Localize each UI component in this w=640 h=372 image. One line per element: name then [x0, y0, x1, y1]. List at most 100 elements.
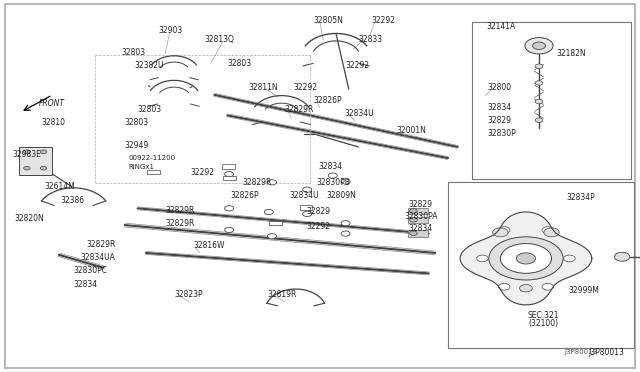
Text: 32829: 32829	[306, 207, 330, 216]
Polygon shape	[460, 212, 592, 305]
Ellipse shape	[500, 244, 552, 273]
Text: 32983E: 32983E	[13, 150, 42, 159]
Ellipse shape	[40, 166, 47, 170]
Text: 32292: 32292	[191, 169, 215, 177]
Ellipse shape	[341, 231, 350, 236]
Text: 32803: 32803	[125, 118, 149, 127]
Text: 32834UA: 32834UA	[80, 253, 115, 262]
Ellipse shape	[264, 209, 273, 215]
Bar	[223, 176, 236, 180]
Text: 32829R: 32829R	[285, 105, 314, 114]
Bar	[408, 217, 428, 223]
Text: 32834U: 32834U	[289, 191, 319, 200]
Text: 32001N: 32001N	[397, 126, 427, 135]
Text: 32829R: 32829R	[165, 206, 195, 215]
Text: 32386: 32386	[61, 196, 85, 205]
Text: 32830P: 32830P	[488, 129, 516, 138]
Text: 32614M: 32614M	[45, 182, 76, 191]
Bar	[408, 230, 428, 237]
Text: J3P80013: J3P80013	[564, 349, 598, 355]
Bar	[408, 208, 428, 214]
Text: 32834U: 32834U	[344, 109, 374, 118]
Text: 00922-11200: 00922-11200	[128, 155, 175, 161]
Text: 32803: 32803	[122, 48, 146, 57]
Ellipse shape	[24, 166, 30, 170]
Text: 32834: 32834	[74, 280, 98, 289]
Text: 32816W: 32816W	[193, 241, 225, 250]
Ellipse shape	[542, 283, 554, 290]
Ellipse shape	[225, 171, 234, 177]
Ellipse shape	[410, 231, 417, 235]
Ellipse shape	[499, 283, 510, 290]
Bar	[147, 170, 160, 174]
Text: 32829R: 32829R	[242, 178, 271, 187]
Bar	[222, 164, 235, 169]
Ellipse shape	[303, 211, 312, 217]
Text: 32834: 32834	[488, 103, 512, 112]
Text: 32182N: 32182N	[557, 49, 586, 58]
Text: 32826P: 32826P	[230, 191, 259, 200]
Ellipse shape	[341, 179, 350, 184]
Ellipse shape	[40, 150, 47, 154]
Ellipse shape	[477, 255, 488, 262]
Text: 32830PA: 32830PA	[404, 212, 438, 221]
Ellipse shape	[516, 253, 536, 264]
Ellipse shape	[542, 227, 554, 233]
Text: 32292: 32292	[346, 61, 370, 70]
Bar	[448, 182, 634, 348]
Bar	[19, 147, 52, 175]
Ellipse shape	[303, 187, 312, 192]
Ellipse shape	[544, 228, 559, 237]
Text: 32829: 32829	[408, 200, 433, 209]
Text: 32830PC: 32830PC	[74, 266, 108, 275]
Text: 32382U: 32382U	[134, 61, 164, 70]
Ellipse shape	[24, 150, 30, 154]
Text: 32141A: 32141A	[486, 22, 516, 31]
Text: SEC.321: SEC.321	[528, 311, 559, 320]
Ellipse shape	[410, 218, 417, 222]
Ellipse shape	[268, 180, 276, 185]
Text: 32823P: 32823P	[174, 290, 203, 299]
Ellipse shape	[225, 206, 234, 211]
Text: 32833: 32833	[358, 35, 383, 44]
Ellipse shape	[535, 81, 543, 85]
Ellipse shape	[225, 227, 234, 232]
Text: 32829: 32829	[488, 116, 512, 125]
Text: 32811N: 32811N	[248, 83, 278, 92]
Text: 32292: 32292	[371, 16, 396, 25]
Ellipse shape	[535, 118, 543, 122]
Ellipse shape	[410, 209, 417, 213]
Text: RINGx1: RINGx1	[128, 164, 154, 170]
Ellipse shape	[489, 237, 563, 280]
Ellipse shape	[532, 42, 545, 49]
Bar	[269, 221, 282, 225]
Ellipse shape	[564, 255, 575, 262]
Bar	[300, 205, 312, 210]
Text: 32819R: 32819R	[268, 290, 297, 299]
Text: 32826P: 32826P	[314, 96, 342, 105]
Text: J3P80013: J3P80013	[589, 348, 625, 357]
Ellipse shape	[493, 228, 508, 237]
Ellipse shape	[341, 221, 350, 226]
Text: 32830PB: 32830PB	[317, 178, 351, 187]
Text: 32813Q: 32813Q	[205, 35, 235, 44]
Text: 32820N: 32820N	[14, 214, 44, 223]
Ellipse shape	[328, 173, 337, 178]
Text: 32800: 32800	[488, 83, 512, 92]
Text: 32834: 32834	[319, 162, 343, 171]
Text: 32834: 32834	[408, 224, 433, 233]
Text: 32809N: 32809N	[326, 191, 356, 200]
Text: (32100): (32100)	[528, 319, 558, 328]
Ellipse shape	[499, 227, 510, 233]
Text: 32292: 32292	[293, 83, 317, 92]
Text: 32903: 32903	[159, 26, 183, 35]
Text: 32999M: 32999M	[568, 286, 599, 295]
Text: 32949: 32949	[125, 141, 149, 150]
Text: 32805N: 32805N	[314, 16, 344, 25]
Text: 32834P: 32834P	[566, 193, 595, 202]
Text: 32810: 32810	[42, 118, 65, 127]
Ellipse shape	[535, 64, 543, 68]
Text: 32292: 32292	[306, 222, 330, 231]
Text: 32803: 32803	[138, 105, 162, 114]
Ellipse shape	[614, 252, 630, 261]
